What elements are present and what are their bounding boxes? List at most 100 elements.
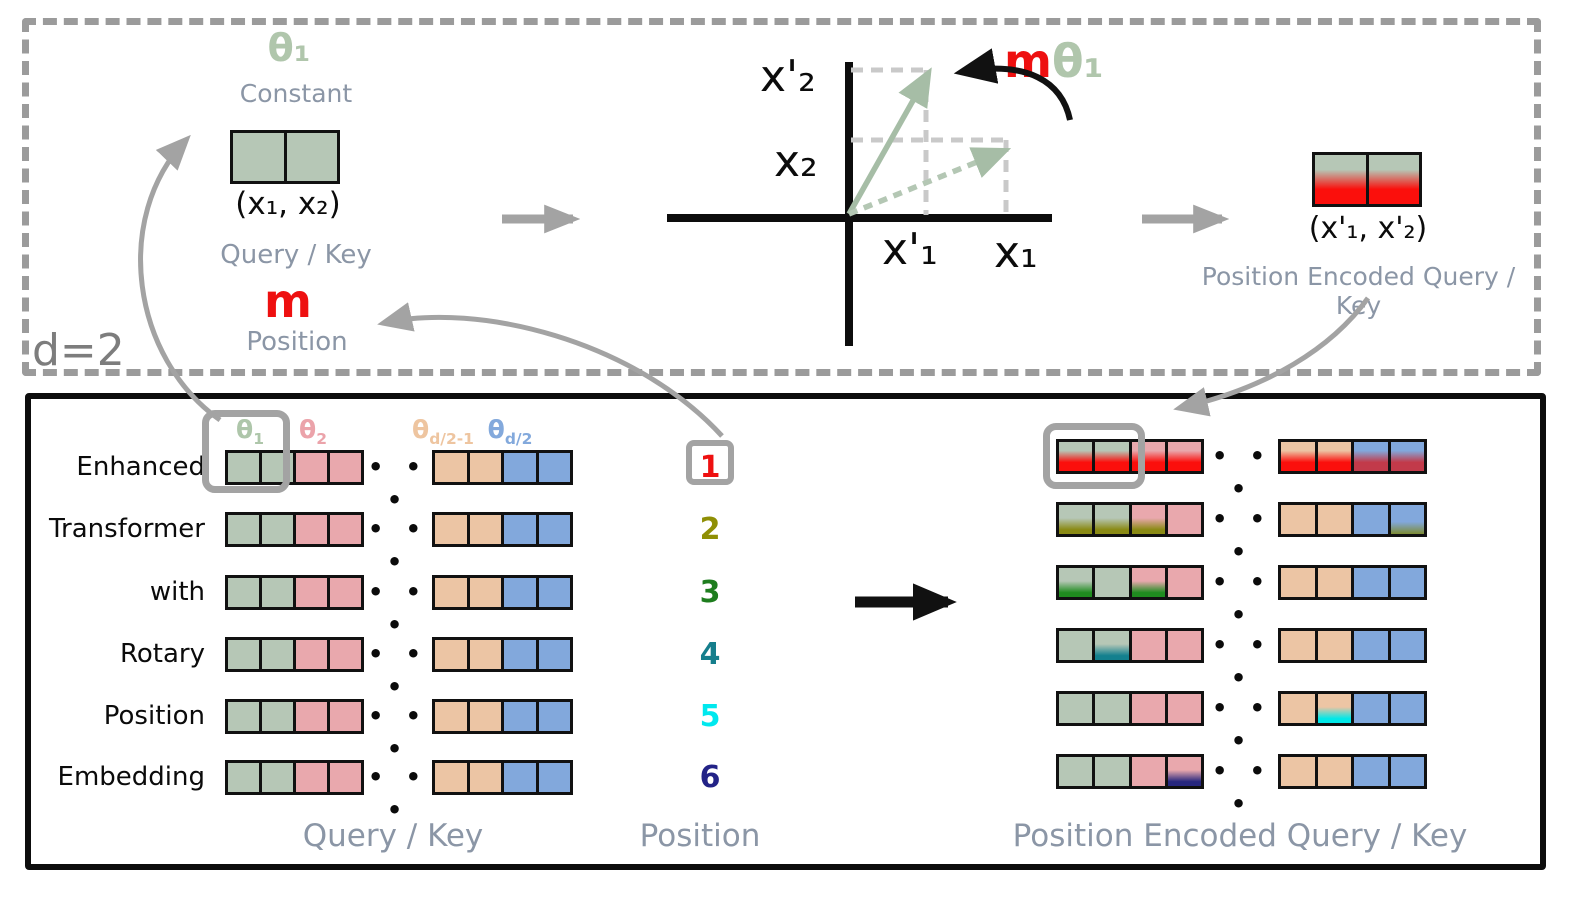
embedding-cell: [1317, 568, 1354, 597]
embedding-cell: [1317, 442, 1354, 471]
embedding-cell: [296, 702, 330, 731]
embedding-cell: [1095, 694, 1132, 723]
embedding-cell: [504, 763, 539, 792]
ellipsis-dots: • • •: [1211, 757, 1273, 818]
encoded-cells-left: [1056, 565, 1204, 600]
position-number: 5: [699, 699, 721, 734]
embedding-cell: [1167, 442, 1201, 471]
query-key-cells-left: [225, 699, 364, 734]
embedding-cell: [330, 702, 361, 731]
query-key-vector-box: [230, 130, 340, 184]
embedding-cell: [228, 763, 262, 792]
ellipsis-dots: • • •: [367, 640, 429, 701]
embedding-cell: [1354, 757, 1391, 786]
theta-header: θd/2: [487, 415, 533, 448]
sequence-panel: [25, 393, 1546, 870]
angle-theta-symbol: θ₁: [1051, 34, 1104, 88]
position-number: 1: [699, 450, 721, 485]
theta-header: θ2: [299, 415, 327, 448]
embedding-cell: [1317, 505, 1354, 534]
embedding-cell: [1354, 694, 1391, 723]
ellipsis-dots: • • •: [367, 453, 429, 514]
embedding-cell: [296, 640, 330, 669]
encoded-label-top: Position Encoded Query / Key: [1201, 262, 1516, 320]
embedding-cell: [1095, 757, 1132, 786]
footer-position: Position: [639, 818, 761, 854]
word-label: Transformer: [48, 514, 205, 544]
vector-cell: [1315, 155, 1369, 204]
ellipsis-dots: • • •: [1211, 442, 1273, 503]
query-key-cells-left: [225, 637, 364, 672]
embedding-cell: [1317, 757, 1354, 786]
embedding-cell: [228, 453, 262, 482]
vector-cell: [1368, 155, 1419, 204]
embedding-cell: [1167, 505, 1201, 534]
embedding-cell: [1131, 442, 1168, 471]
embedding-cell: [504, 702, 539, 731]
ellipsis-dots: • • •: [367, 702, 429, 763]
embedding-cell: [1095, 442, 1132, 471]
encoded-cells-left: [1056, 439, 1204, 474]
embedding-cell: [296, 453, 330, 482]
position-number: 4: [699, 637, 721, 672]
ellipsis-dots: • • •: [367, 515, 429, 576]
encoded-tuple-label: (x'₁, x'₂): [1308, 211, 1428, 246]
embedding-cell: [469, 702, 504, 731]
x1-rotated-axis-label: x'₁: [882, 224, 938, 275]
embedding-cell: [228, 515, 262, 544]
embedding-cell: [1131, 568, 1168, 597]
embedding-cell: [262, 640, 296, 669]
embedding-cell: [1059, 568, 1096, 597]
d2-label: d=2: [32, 325, 125, 376]
embedding-cell: [538, 763, 570, 792]
embedding-cell: [262, 763, 296, 792]
footer-query-key: Query / Key: [302, 818, 484, 854]
embedding-cell: [1167, 568, 1201, 597]
rotation-angle-label: m θ₁: [1004, 38, 1104, 84]
embedding-cell: [504, 578, 539, 607]
embedding-cell: [296, 578, 330, 607]
word-label: Enhanced: [76, 452, 205, 482]
embedding-cell: [1095, 568, 1132, 597]
embedding-cell: [1281, 694, 1318, 723]
encoded-highlight-box: [1043, 423, 1145, 489]
embedding-cell: [469, 640, 504, 669]
encoded-cells-right: [1278, 691, 1427, 726]
encoded-vector-box: [1312, 152, 1422, 207]
embedding-cell: [1131, 757, 1168, 786]
embedding-cell: [1390, 442, 1424, 471]
query-key-cells-right: [432, 450, 573, 485]
embedding-cell: [1317, 694, 1354, 723]
embedding-cell: [1131, 694, 1168, 723]
embedding-cell: [538, 640, 570, 669]
vector-cell: [233, 133, 287, 181]
d2-panel: [22, 18, 1541, 376]
encoded-cells-right: [1278, 565, 1427, 600]
position-number: 2: [699, 512, 721, 547]
embedding-cell: [1281, 442, 1318, 471]
query-key-cells-right: [432, 512, 573, 547]
embedding-cell: [435, 640, 470, 669]
embedding-cell: [435, 578, 470, 607]
embedding-cell: [330, 453, 361, 482]
embedding-cell: [1095, 505, 1132, 534]
encoded-cells-left: [1056, 628, 1204, 663]
embedding-cell: [469, 515, 504, 544]
encoded-cells-right: [1278, 628, 1427, 663]
embedding-cell: [1059, 442, 1096, 471]
embedding-cell: [1390, 694, 1424, 723]
theta-constant-symbol: θ₁: [267, 26, 311, 70]
encoded-cells-right: [1278, 754, 1427, 789]
qk-tuple-label: (x₁, x₂): [235, 186, 341, 222]
position1-highlight-box: [686, 440, 734, 485]
embedding-cell: [262, 515, 296, 544]
embedding-cell: [435, 702, 470, 731]
position-number: 6: [699, 760, 721, 795]
embedding-cell: [296, 763, 330, 792]
embedding-cell: [538, 515, 570, 544]
ellipsis-dots: • • •: [1211, 694, 1273, 755]
embedding-cell: [469, 453, 504, 482]
embedding-cell: [538, 453, 570, 482]
embedding-cell: [1390, 568, 1424, 597]
